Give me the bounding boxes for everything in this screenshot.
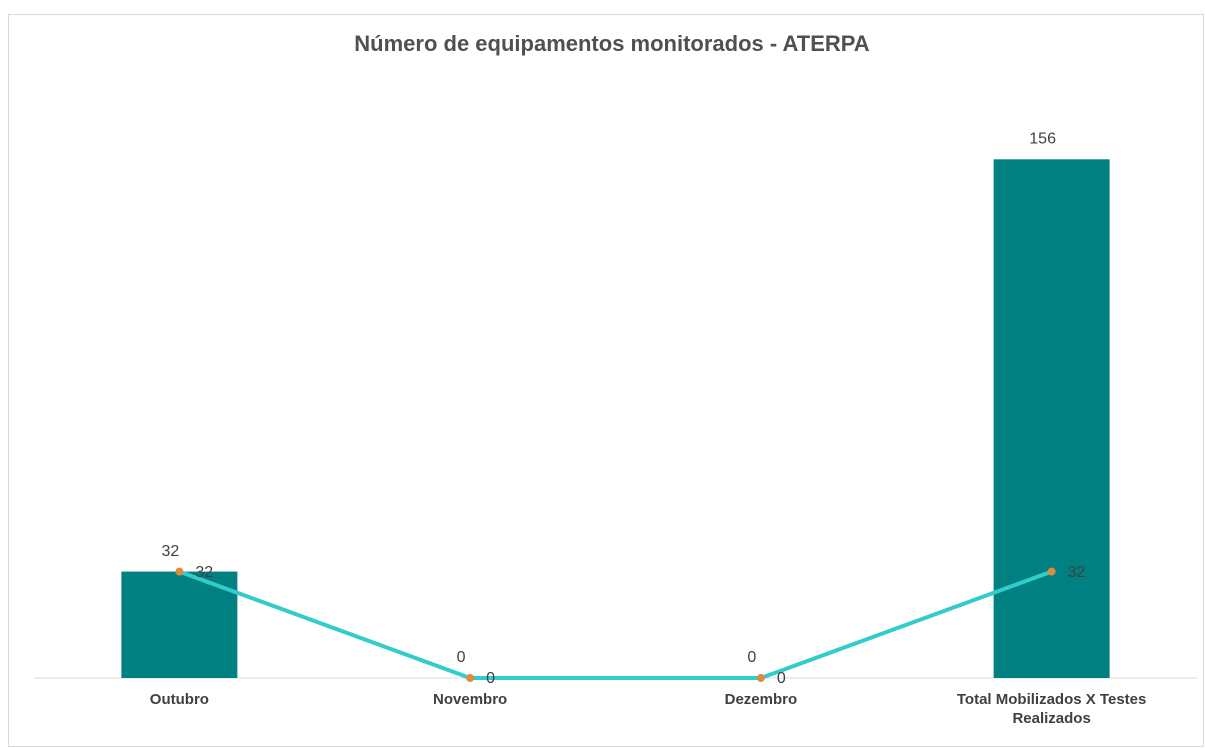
x-tick-label: Dezembro <box>724 691 798 708</box>
x-tick-label-box: Novembro <box>433 691 508 708</box>
bar-value-label: 156 <box>1029 131 1056 148</box>
line-value-label: 0 <box>777 670 786 687</box>
line-marker <box>175 567 184 576</box>
x-tick-label-box: Dezembro <box>724 691 798 708</box>
x-tick-label: Outubro <box>149 691 209 708</box>
chart-title: Número de equipamentos monitorados - ATE… <box>354 31 870 56</box>
line <box>178 569 1053 680</box>
x-tick-label-box: Outubro <box>149 691 209 708</box>
line-value-label: 32 <box>195 564 213 581</box>
bar-value-label: 32 <box>161 543 179 560</box>
x-tick-label-box: Total Mobilizados X Testes Realizados <box>956 691 1147 727</box>
line-value-label: 0 <box>486 670 495 687</box>
bar <box>121 571 238 678</box>
line-marker <box>466 674 475 682</box>
line-marker <box>1047 567 1056 576</box>
line-marker <box>756 674 765 682</box>
x-tick-label: Total Mobilizados X Testes Realizados <box>956 691 1147 727</box>
line-value-label: 32 <box>1068 564 1086 581</box>
bar <box>993 159 1110 679</box>
bar-value-label: 0 <box>747 649 756 666</box>
x-tick-label: Novembro <box>433 691 508 708</box>
bar-value-label: 0 <box>457 649 466 666</box>
